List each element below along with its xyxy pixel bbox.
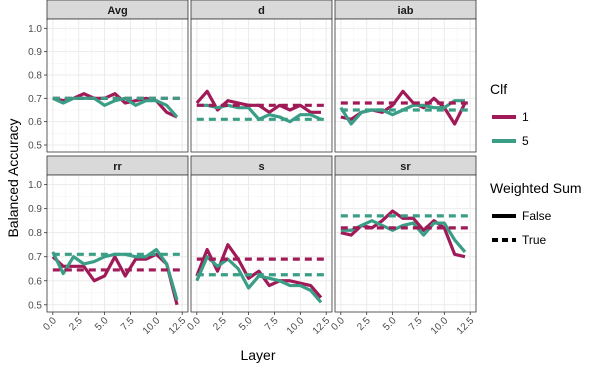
strip-label: Avg [107,5,127,17]
legend-label-clf-1: 1 [522,110,529,124]
strip-label: rr [113,161,122,173]
x-tick-label: 2.5 [211,315,229,333]
x-tick-label: 5.0 [237,315,255,333]
x-axis-title: Layer [240,347,275,363]
y-tick-label: 0.6 [28,117,42,128]
panel-border [190,174,333,313]
x-tick-label: 5.0 [381,315,399,333]
panel-sr: sr [334,155,477,313]
strip-label: d [258,5,265,17]
x-tick-label: 0.0 [185,315,203,333]
strip-label: sr [400,161,411,173]
facet-panels: Avg d iab rr s sr [46,0,477,313]
panel-border [190,18,333,153]
panel-border [46,18,189,153]
y-tick-label: 1.0 [28,24,42,35]
panel-s: s [190,155,333,313]
x-tick-label: 10.0 [141,315,163,337]
series-clf5-weighted-false [52,96,179,119]
legend: Clf 1 5 Weighted Sum False True [490,81,582,247]
x-tick-label: 5.0 [93,315,111,333]
series-clf1-weighted-false [195,243,323,299]
x-tick-label: 12.5 [455,315,477,337]
y-tick-label: 0.9 [28,204,42,215]
y-tick-label: 1.0 [28,180,42,191]
y-tick-label: 0.8 [28,71,42,82]
legend-label-clf-5: 5 [522,134,529,148]
y-tick-label: 0.5 [28,141,42,152]
panel-d: d [190,0,333,153]
legend-title-weighted-sum: Weighted Sum [490,180,582,196]
panel-border [334,174,477,313]
y-tick-label: 0.9 [28,47,42,58]
y-tick-label: 0.8 [28,228,42,239]
y-tick-label: 0.5 [28,300,42,311]
x-tick-label: 0.0 [41,315,59,333]
y-axis-title: Balanced Accuracy [5,118,21,237]
y-tick-label: 0.7 [28,94,42,105]
x-tick-label: 10.0 [285,315,307,337]
series-clf5-weighted-false [340,219,467,253]
x-tick-label: 10.0 [429,315,451,337]
y-tick-label: 0.6 [28,276,42,287]
legend-title-clf: Clf [490,81,507,97]
panel-rr: rr [46,155,189,313]
panel-border [334,18,477,153]
x-tick-label: 7.5 [263,315,281,333]
y-tick-label: 0.7 [28,252,42,263]
panel-border [46,174,189,313]
series-clf1-weighted-false [51,252,179,306]
x-tick-label: 2.5 [67,315,85,333]
panel-Avg: Avg [46,0,189,153]
legend-label-true: True [522,233,547,247]
x-tick-label: 7.5 [119,315,137,333]
strip-label: iab [398,5,414,17]
x-tick-label: 7.5 [407,315,425,333]
x-tick-label: 0.0 [329,315,347,333]
x-tick-label: 2.5 [355,315,373,333]
strip-label: s [258,161,264,173]
panel-iab: iab [334,0,477,153]
legend-label-false: False [522,209,552,223]
